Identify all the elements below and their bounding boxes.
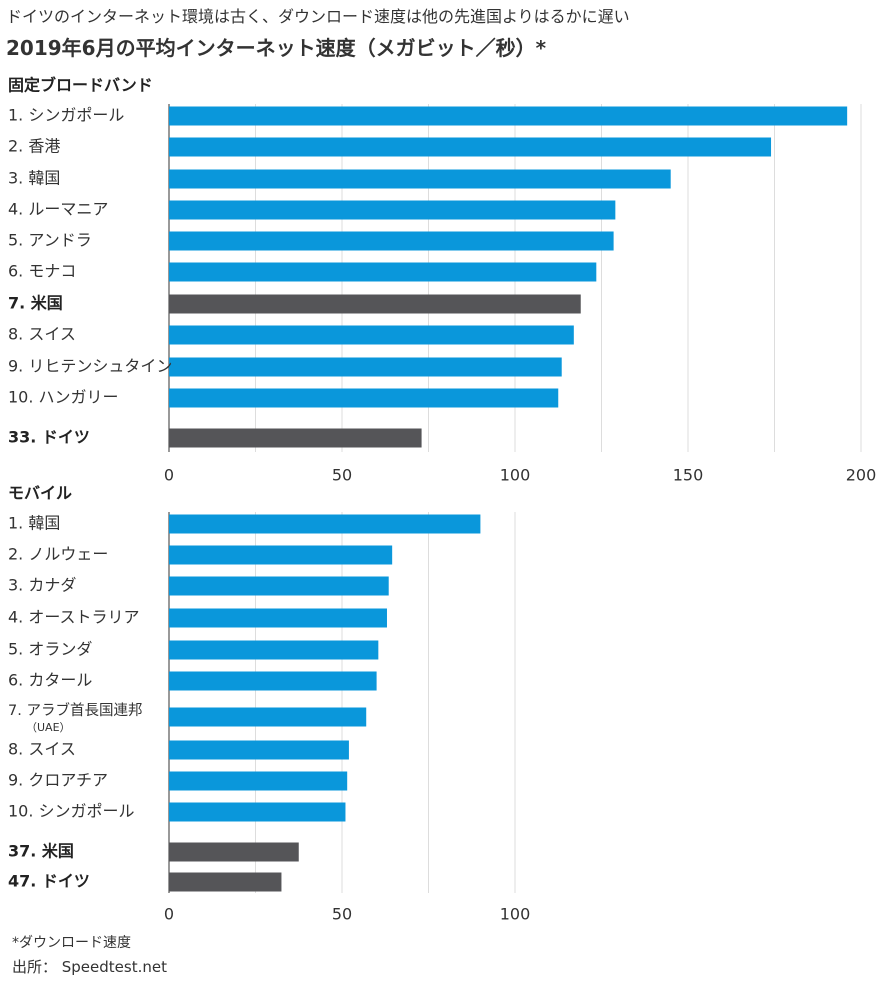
bar xyxy=(169,740,349,760)
category-label: 5. オランダ xyxy=(8,640,92,659)
source-note: 出所： Speedtest.net xyxy=(12,958,167,976)
bar xyxy=(169,388,559,408)
bar xyxy=(169,357,562,377)
tick-label: 100 xyxy=(500,466,531,485)
bar xyxy=(169,262,597,282)
category-label: 37. 米国 xyxy=(8,842,74,861)
tick-label: 0 xyxy=(164,466,174,485)
bar xyxy=(169,231,614,251)
bar xyxy=(169,169,671,189)
bar xyxy=(169,294,581,314)
bar xyxy=(169,771,348,791)
tick-label: 100 xyxy=(500,905,531,924)
bar xyxy=(169,872,282,892)
tick-label: 50 xyxy=(332,905,352,924)
category-label: 9. クロアチア xyxy=(8,771,108,790)
bar xyxy=(169,428,422,448)
category-label: 10. ハンガリー xyxy=(8,388,119,407)
category-label: 8. スイス xyxy=(8,740,76,759)
category-label: 3. カナダ xyxy=(8,576,76,595)
bar xyxy=(169,106,848,126)
bar xyxy=(169,842,299,862)
tick-label: 150 xyxy=(673,466,704,485)
tick-label: 200 xyxy=(846,466,877,485)
category-label: 10. シンガポール xyxy=(8,802,135,821)
category-label: 8. スイス xyxy=(8,325,76,344)
bar xyxy=(169,671,377,691)
panel-title: 固定ブロードバンド xyxy=(8,76,153,95)
bar xyxy=(169,640,379,660)
bar xyxy=(169,608,387,628)
category-label: 7. アラブ首長国連邦 xyxy=(8,701,142,719)
bar xyxy=(169,514,481,534)
tick-label: 0 xyxy=(164,905,174,924)
bar xyxy=(169,137,772,157)
bar xyxy=(169,576,389,596)
category-label: 6. モナコ xyxy=(8,262,76,281)
category-label: 2. ノルウェー xyxy=(8,545,108,564)
bar xyxy=(169,325,574,345)
chart-subtitle: ドイツのインターネット環境は古く、ダウンロード速度は他の先進国よりはるかに遅い xyxy=(6,7,630,26)
category-label: 2. 香港 xyxy=(8,137,60,156)
category-label: 33. ドイツ xyxy=(8,428,90,447)
category-label: 5. アンドラ xyxy=(8,231,92,250)
category-label: 1. シンガポール xyxy=(8,106,124,125)
panel-title: モバイル xyxy=(8,484,72,503)
category-note: （UAE） xyxy=(26,721,71,734)
category-label: 1. 韓国 xyxy=(8,514,60,533)
bar xyxy=(169,802,346,822)
bar xyxy=(169,707,367,727)
chart-title: 2019年6月の平均インターネット速度（メガビット／秒）* xyxy=(6,36,547,60)
category-label: 6. カタール xyxy=(8,671,92,690)
category-label: 4. ルーマニア xyxy=(8,200,108,219)
category-label: 3. 韓国 xyxy=(8,169,60,188)
bar xyxy=(169,200,616,220)
category-label: 9. リヒテンシュタイン xyxy=(8,357,172,376)
tick-label: 50 xyxy=(332,466,352,485)
bar xyxy=(169,545,393,565)
category-label: 7. 米国 xyxy=(8,294,63,313)
footnote: *ダウンロード速度 xyxy=(12,935,131,951)
category-label: 47. ドイツ xyxy=(8,872,90,891)
bar-charts: 固定ブロードバンド 0 50 100 150 200 1. シンガポール 2. 香港 3. 韓国… xyxy=(8,76,877,924)
category-label: 4. オーストラリア xyxy=(8,608,140,627)
